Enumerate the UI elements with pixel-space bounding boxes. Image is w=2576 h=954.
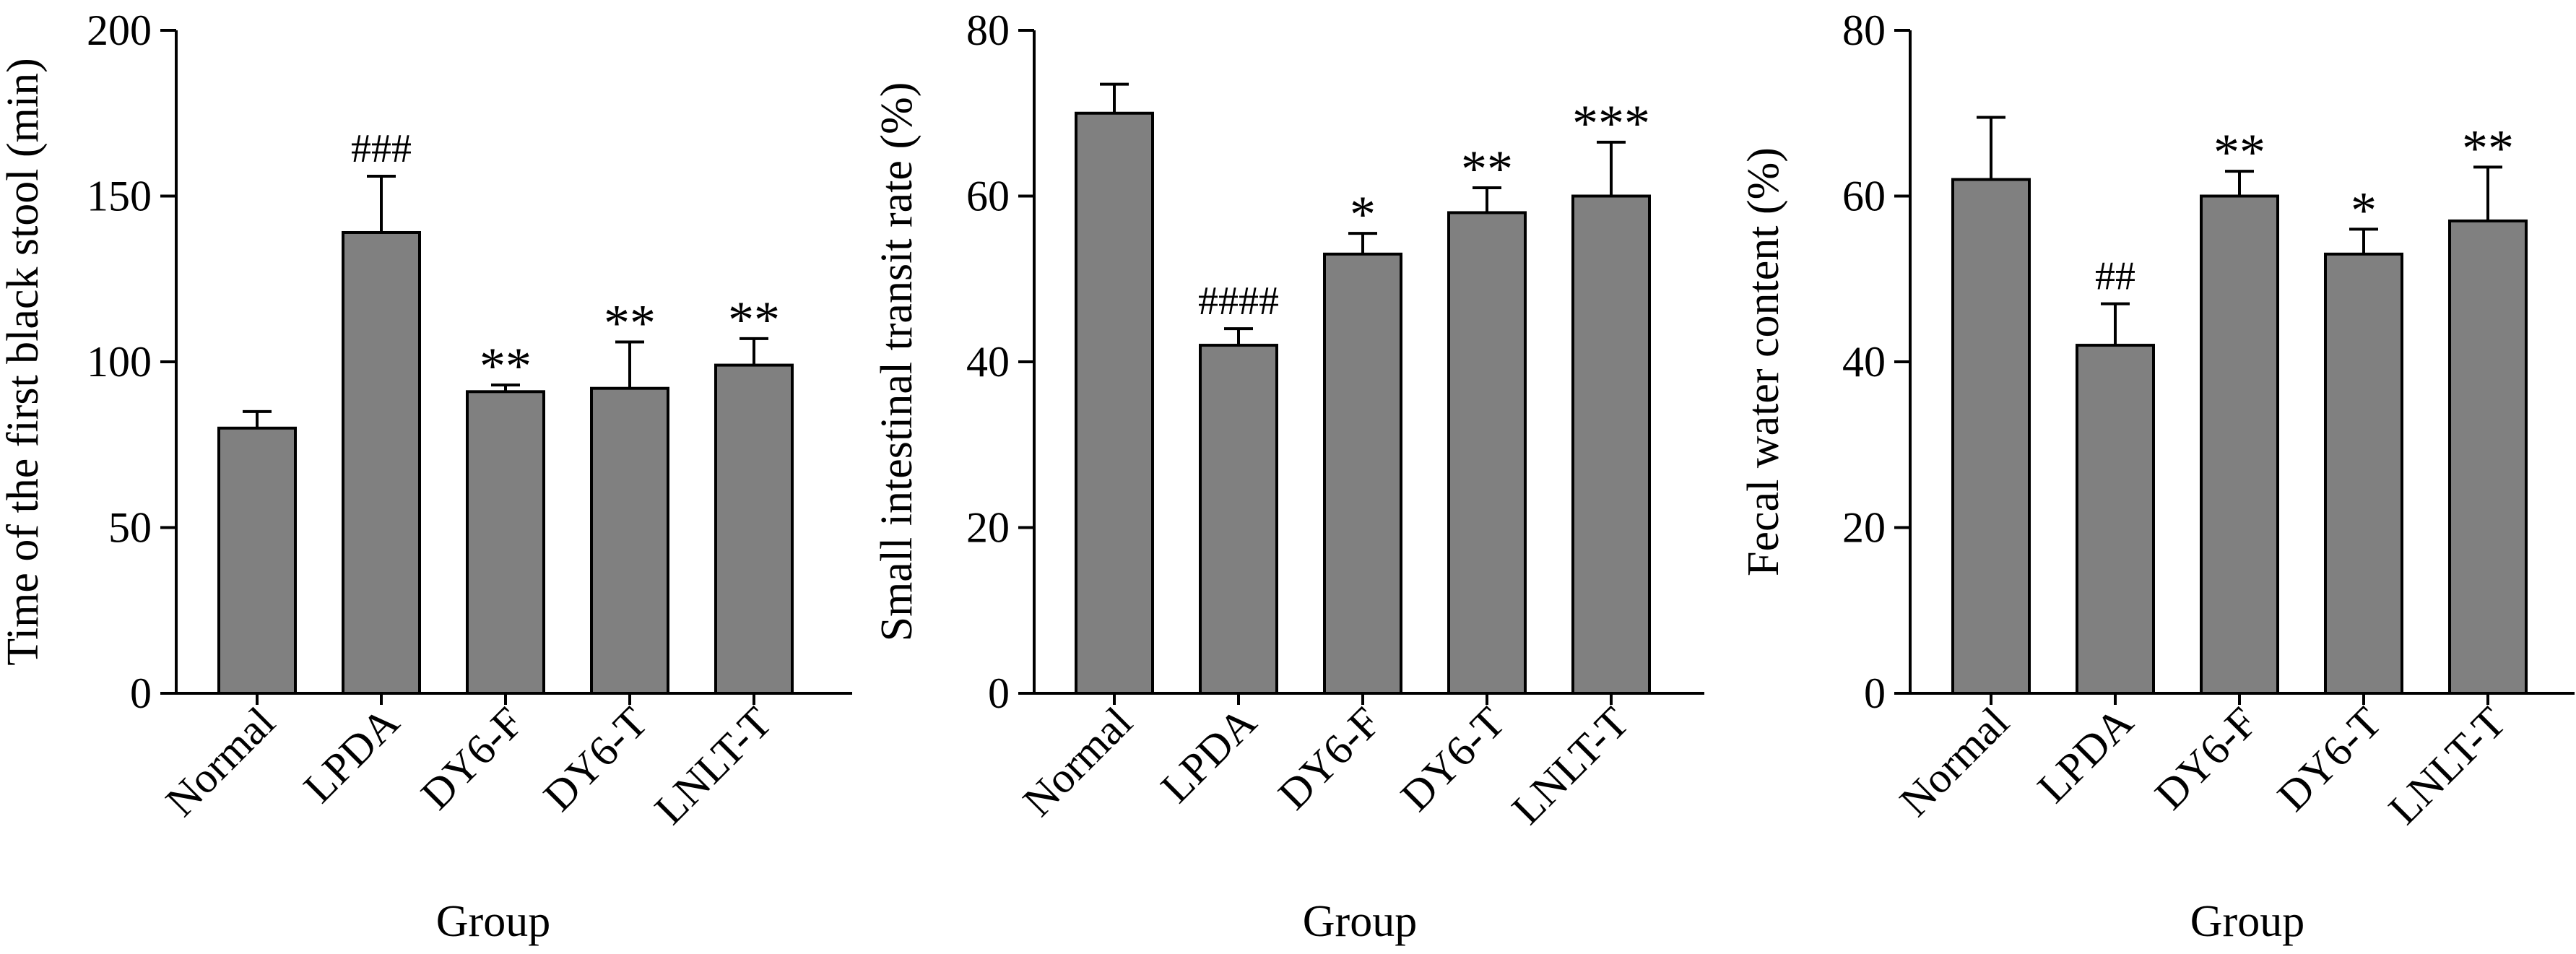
y-tick-label: 0	[1864, 669, 1886, 717]
y-tick-label: 20	[966, 504, 1010, 552]
x-axis-label: Group	[436, 897, 550, 946]
significance-label: ###	[351, 126, 412, 171]
category-label: LPDA	[1152, 698, 1265, 812]
category-label: Normal	[157, 698, 284, 825]
significance-label: ##	[2095, 254, 2135, 299]
significance-label: **	[2462, 119, 2514, 177]
x-axis-label: Group	[2190, 897, 2304, 946]
significance-label: *	[2351, 181, 2377, 239]
bar-lpda	[1199, 344, 1278, 695]
y-tick-label: 20	[1842, 504, 1886, 552]
category-label: LPDA	[2029, 698, 2142, 812]
significance-label: **	[1461, 140, 1513, 198]
category-label: Normal	[1891, 698, 2018, 825]
y-tick-label: 0	[130, 669, 152, 717]
y-tick-label: 40	[1842, 338, 1886, 386]
chart-panel-2: 0 20 40 60 80 Normal #### LPDA * DY6-F ** DY6-T *** L…	[872, 6, 1704, 946]
bar-lpda	[2076, 344, 2155, 695]
category-label: Normal	[1014, 698, 1141, 825]
category-label: DY6-F	[1269, 698, 1389, 819]
category-label: DY6-F	[2146, 698, 2266, 819]
bar-dy6-t	[2324, 252, 2403, 695]
category-label: LNLT-T	[646, 698, 781, 833]
chart-panel-1: 0 50 100 150 200 Normal ### LPDA ** DY6-F ** DY6-T *…	[0, 6, 852, 946]
bar-lpda	[342, 230, 421, 695]
y-tick-label: 60	[1842, 173, 1886, 220]
y-axis-label: Small intestinal transit rate (%)	[872, 82, 921, 642]
significance-label: ####	[1198, 279, 1279, 324]
bar-lnlt-t	[714, 363, 794, 695]
significance-label: **	[604, 294, 656, 352]
y-tick-label: 50	[108, 504, 152, 552]
y-tick-label: 80	[1842, 6, 1886, 54]
significance-label: *	[1350, 186, 1376, 243]
y-tick-label: 200	[87, 6, 152, 54]
category-label: DY6-T	[1392, 698, 1514, 820]
bar-lnlt-t	[1571, 194, 1651, 695]
significance-label: **	[728, 291, 780, 349]
chart-panel-3: 0 20 40 60 80 Normal ## LPDA ** DY6-F * DY6-T ** LNLT…	[1739, 6, 2575, 946]
significance-label: **	[480, 337, 532, 395]
bar-dy6-f	[466, 390, 545, 695]
bar-lnlt-t	[2448, 219, 2528, 695]
y-tick-label: 150	[87, 173, 152, 220]
category-label: LPDA	[295, 698, 408, 812]
y-tick-label: 0	[988, 669, 1010, 717]
bar-dy6-f	[2200, 194, 2279, 695]
y-axis-label: Fecal water content (%)	[1739, 147, 1788, 576]
y-tick-label: 80	[966, 6, 1010, 54]
y-tick-label: 40	[966, 338, 1010, 386]
bar-dy6-t	[1447, 211, 1527, 695]
category-label: LNLT-T	[2380, 698, 2515, 833]
category-label: DY6-T	[534, 698, 656, 820]
bar-normal	[217, 426, 297, 695]
y-tick-label: 100	[87, 338, 152, 386]
category-label: LNLT-T	[1503, 698, 1638, 833]
bar-normal	[1075, 111, 1154, 695]
bar-dy6-t	[590, 386, 669, 695]
bar-dy6-f	[1323, 252, 1402, 695]
significance-label: **	[2213, 123, 2265, 181]
y-tick-label: 60	[966, 173, 1010, 220]
significance-label: ***	[1572, 95, 1650, 152]
category-label: DY6-T	[2268, 698, 2390, 820]
bar-normal	[1951, 178, 2031, 695]
y-axis-label: Time of the first black stool (min)	[0, 58, 48, 666]
x-axis-label: Group	[1303, 897, 1417, 946]
category-label: DY6-F	[412, 698, 532, 819]
